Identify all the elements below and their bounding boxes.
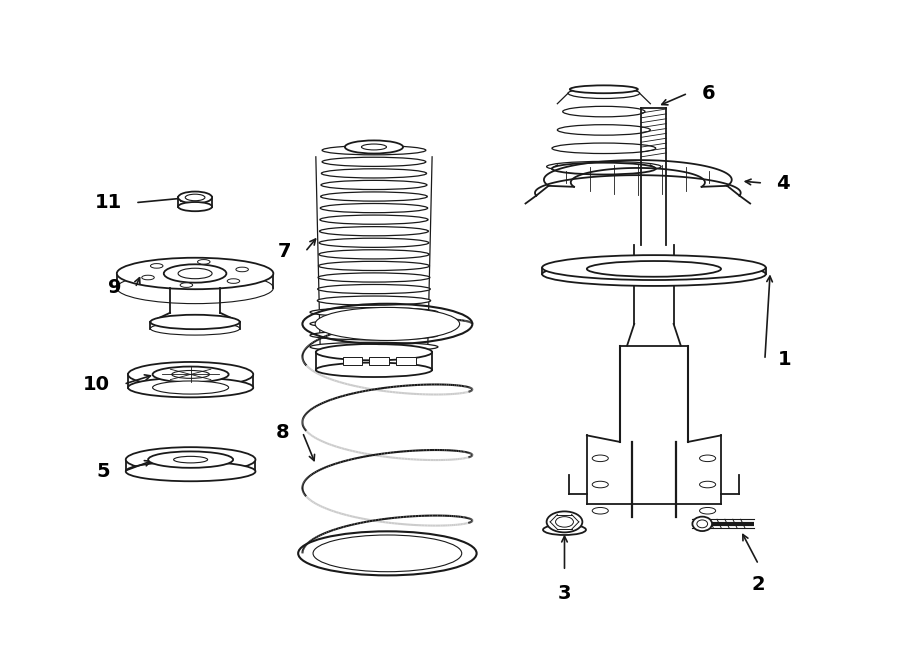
Text: 2: 2 [752, 575, 765, 594]
Ellipse shape [557, 125, 651, 136]
Ellipse shape [568, 88, 640, 98]
Ellipse shape [320, 227, 428, 236]
Ellipse shape [542, 262, 766, 286]
Ellipse shape [236, 267, 248, 272]
Ellipse shape [699, 508, 716, 514]
Ellipse shape [318, 296, 430, 305]
Ellipse shape [316, 344, 432, 360]
Ellipse shape [310, 330, 438, 340]
Ellipse shape [318, 273, 430, 282]
Ellipse shape [153, 367, 229, 382]
FancyBboxPatch shape [370, 358, 389, 366]
Ellipse shape [562, 106, 645, 117]
Ellipse shape [592, 481, 608, 488]
Ellipse shape [313, 535, 462, 572]
Ellipse shape [185, 194, 205, 201]
Text: 1: 1 [778, 350, 792, 369]
Ellipse shape [555, 517, 573, 527]
Ellipse shape [592, 455, 608, 461]
Text: 6: 6 [701, 84, 715, 102]
Ellipse shape [316, 363, 432, 377]
Ellipse shape [142, 275, 154, 280]
Ellipse shape [178, 202, 212, 212]
Ellipse shape [587, 261, 721, 277]
Ellipse shape [227, 279, 239, 284]
Ellipse shape [126, 461, 256, 481]
Ellipse shape [164, 264, 227, 283]
Ellipse shape [322, 157, 426, 167]
Text: 11: 11 [94, 193, 122, 212]
Ellipse shape [552, 163, 656, 175]
Ellipse shape [322, 145, 426, 155]
Ellipse shape [592, 508, 608, 514]
Ellipse shape [128, 377, 253, 397]
Ellipse shape [321, 180, 427, 190]
Ellipse shape [543, 525, 586, 535]
Ellipse shape [320, 204, 428, 213]
Ellipse shape [552, 143, 656, 153]
Ellipse shape [319, 261, 429, 270]
Ellipse shape [117, 258, 274, 290]
FancyBboxPatch shape [396, 358, 416, 366]
Ellipse shape [319, 250, 429, 259]
Ellipse shape [320, 215, 428, 224]
Ellipse shape [150, 322, 239, 335]
Ellipse shape [174, 456, 208, 463]
Ellipse shape [542, 255, 766, 280]
Ellipse shape [180, 283, 193, 288]
Ellipse shape [178, 192, 212, 204]
Ellipse shape [150, 315, 239, 329]
Ellipse shape [153, 381, 229, 394]
Text: 3: 3 [558, 584, 572, 603]
Text: 8: 8 [275, 422, 289, 442]
Ellipse shape [315, 307, 460, 340]
Ellipse shape [362, 144, 386, 150]
Ellipse shape [320, 192, 428, 201]
Ellipse shape [172, 370, 210, 378]
Ellipse shape [699, 455, 716, 461]
Ellipse shape [345, 140, 403, 153]
Ellipse shape [318, 284, 430, 293]
FancyBboxPatch shape [343, 358, 363, 366]
Ellipse shape [310, 319, 438, 329]
Ellipse shape [310, 307, 438, 317]
Ellipse shape [310, 342, 438, 352]
Ellipse shape [546, 161, 662, 172]
Ellipse shape [150, 264, 163, 268]
Ellipse shape [126, 447, 256, 472]
Ellipse shape [320, 238, 428, 247]
Ellipse shape [699, 481, 716, 488]
Text: 7: 7 [278, 243, 292, 261]
Ellipse shape [546, 512, 582, 532]
Ellipse shape [178, 268, 212, 279]
Ellipse shape [128, 362, 253, 387]
Ellipse shape [697, 520, 707, 527]
Text: 5: 5 [96, 462, 110, 481]
Ellipse shape [117, 272, 274, 303]
Ellipse shape [321, 169, 427, 178]
Text: 4: 4 [777, 174, 790, 192]
Text: 9: 9 [108, 278, 122, 297]
Ellipse shape [692, 517, 712, 531]
Text: 10: 10 [83, 375, 110, 394]
Ellipse shape [148, 451, 233, 468]
Ellipse shape [197, 260, 210, 264]
Ellipse shape [570, 85, 638, 93]
